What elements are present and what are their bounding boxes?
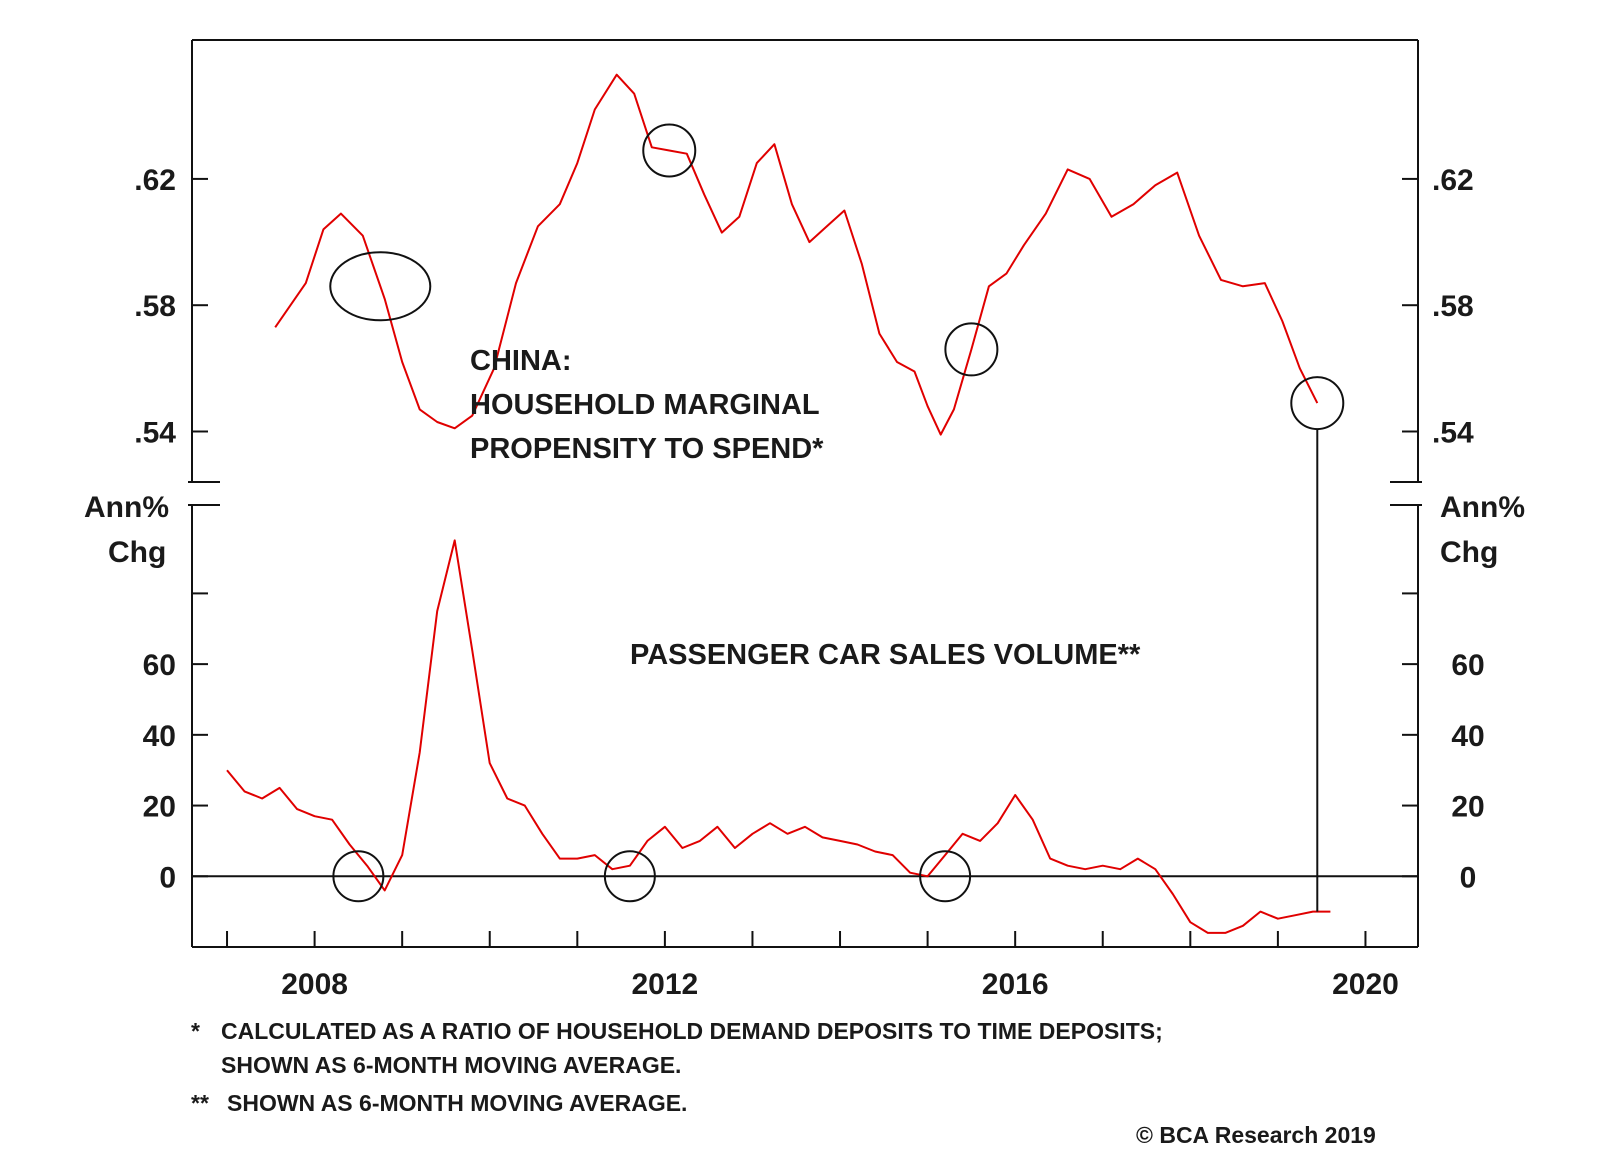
chart-annotations: CHINA: HOUSEHOLD MARGINAL PROPENSITY TO SP…: [470, 345, 1141, 671]
bottom-ytick-label-left: 20: [143, 791, 176, 824]
series-line-car-sales: [226, 539, 1331, 934]
bottom-ytick-label-left: 40: [143, 720, 176, 753]
highlight-circles: [329, 123, 1345, 912]
xtick-label: 2020: [1332, 968, 1399, 1001]
annotation-household-propensity-line2: HOUSEHOLD MARGINAL: [470, 389, 820, 421]
xtick-label: 2012: [632, 968, 699, 1001]
footnote-1-line-1: CALCULATED AS A RATIO OF HOUSEHOLD DEMAN…: [221, 1018, 1163, 1044]
top-ytick-label-left: .62: [134, 164, 176, 197]
highlight-circle-bottom: [603, 850, 656, 903]
top-ytick-label-left: .54: [134, 416, 176, 449]
footnote-2-marker: **: [191, 1090, 209, 1116]
y-unit-label-right-line1: Ann%: [1440, 491, 1525, 524]
bottom-ytick-label-right: 60: [1451, 649, 1484, 682]
bottom-ytick-label-left: 60: [143, 649, 176, 682]
annotation-household-propensity-line1: CHINA:: [470, 345, 572, 377]
footnote-1-line-2: SHOWN AS 6-MONTH MOVING AVERAGE.: [221, 1052, 682, 1078]
top-ytick-label-right: .54: [1432, 416, 1474, 449]
y-unit-label-right-line2: Chg: [1440, 536, 1498, 569]
bottom-ytick-label-left: 0: [159, 861, 176, 894]
bottom-ytick-label-right: 20: [1451, 791, 1484, 824]
series-lines: [226, 73, 1331, 934]
bottom-ytick-label-right: 40: [1451, 720, 1484, 753]
top-ytick-label-left: .58: [134, 290, 176, 323]
y-unit-label-left-line2: Chg: [108, 536, 166, 569]
highlight-circle-top: [329, 251, 432, 322]
xtick-label: 2008: [281, 968, 348, 1001]
highlight-circle-top: [642, 123, 697, 178]
bottom-ytick-label-right: 0: [1460, 861, 1477, 894]
axis-ticks: [192, 177, 1418, 947]
highlight-circle-bottom: [919, 850, 972, 903]
top-ytick-label-right: .58: [1432, 290, 1474, 323]
footnote-2-line-1: SHOWN AS 6-MONTH MOVING AVERAGE.: [227, 1090, 688, 1116]
highlight-circle-top: [944, 322, 999, 377]
annotation-car-sales: PASSENGER CAR SALES VOLUME**: [630, 639, 1141, 671]
xtick-label: 2016: [982, 968, 1049, 1001]
highlight-circle-bottom: [332, 850, 385, 903]
y-unit-label-left-line1: Ann%: [84, 491, 169, 524]
top-ytick-label-right: .62: [1432, 164, 1474, 197]
copyright-credit: © BCA Research 2019: [1136, 1122, 1376, 1148]
footnote-1-marker: *: [191, 1018, 200, 1044]
annotation-household-propensity-line3: PROPENSITY TO SPEND*: [470, 433, 824, 465]
chart-frame: [188, 39, 1422, 948]
series-line-household-propensity: [274, 73, 1319, 436]
